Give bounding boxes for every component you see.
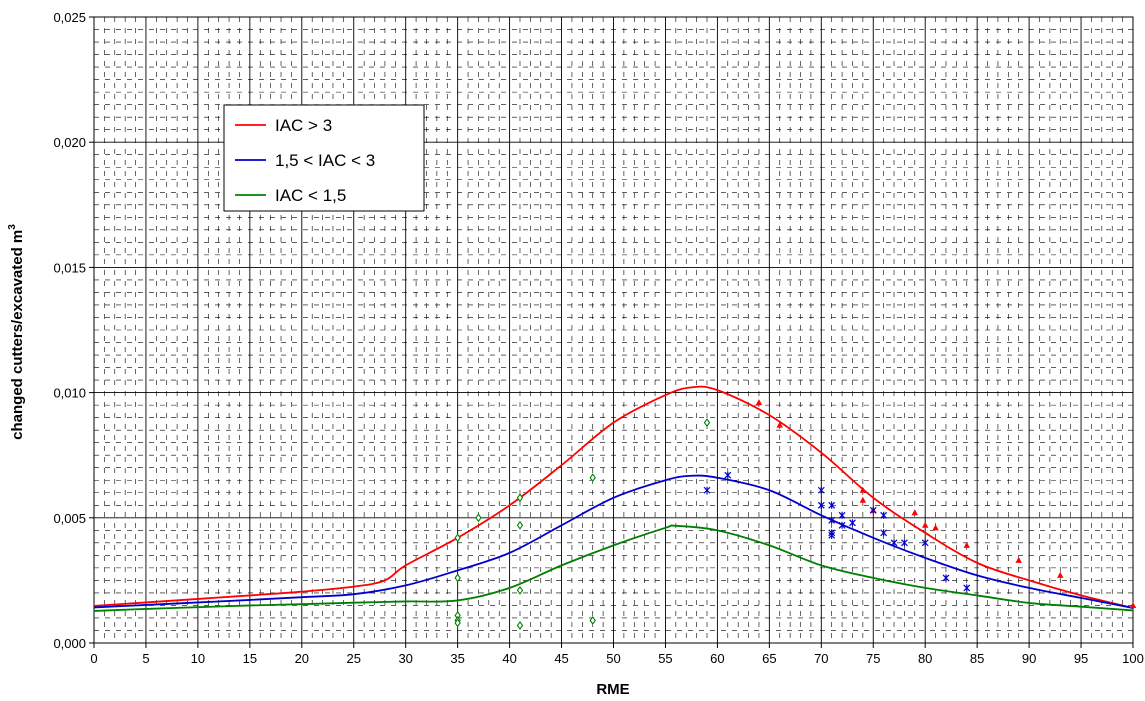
data-point-series-1 (838, 511, 846, 519)
x-axis-title: RME (596, 681, 629, 698)
y-axis-title-superscript: 3 (7, 224, 18, 230)
x-tick-label: 10 (191, 651, 205, 666)
y-axis-title-main: changed cutters/excavated m (9, 230, 26, 440)
data-point-series-1 (942, 574, 950, 582)
data-point-series-0 (859, 496, 867, 503)
x-tick-label: 15 (243, 651, 257, 666)
series-line-1 (93, 474, 1134, 609)
data-point-series-2 (589, 616, 596, 625)
trend-curves (93, 385, 1134, 612)
data-point-series-1 (921, 539, 929, 547)
data-point-series-1 (724, 471, 732, 479)
data-point-series-1 (890, 539, 898, 547)
data-point-series-0 (1015, 556, 1022, 563)
data-point-series-2 (454, 618, 461, 628)
x-tick-label: 55 (658, 651, 672, 666)
data-point-series-2 (516, 520, 524, 530)
series-line-2 (93, 524, 1134, 612)
x-tick-label: 25 (347, 651, 361, 666)
data-point-series-1 (849, 519, 856, 527)
y-axis: 0,000 0,005 0,010 0,015 0,020 0,025 (53, 10, 94, 651)
data-point-series-2 (516, 493, 524, 503)
x-tick-label: 100 (1122, 651, 1144, 666)
x-tick-label: 20 (295, 651, 309, 666)
data-point-series-0 (776, 421, 783, 428)
data-point-series-0 (922, 521, 929, 528)
data-point-series-1 (963, 584, 971, 592)
x-axis: 0 5 10 15 20 25 30 35 40 45 50 55 60 65 70 75 80 85 90 95 10… (90, 643, 1144, 666)
data-points (454, 399, 1137, 630)
data-point-series-2 (703, 418, 711, 428)
data-point-series-1 (817, 501, 825, 509)
data-point-series-2 (589, 473, 596, 483)
x-tick-label: 40 (502, 651, 516, 666)
data-point-series-2 (454, 573, 461, 583)
data-point-series-1 (880, 529, 888, 537)
y-tick-label: 0,010 (53, 386, 86, 401)
data-point-series-1 (880, 511, 888, 519)
x-tick-label: 30 (398, 651, 412, 666)
data-point-series-1 (703, 486, 711, 494)
x-tick-label: 80 (918, 651, 932, 666)
data-point-series-2 (454, 533, 461, 543)
x-tick-label: 45 (554, 651, 568, 666)
data-point-series-0 (932, 524, 939, 531)
legend-label-series-0: IAC > 3 (275, 116, 332, 135)
legend-label-series-1: 1,5 < IAC < 3 (275, 151, 375, 170)
x-tick-label: 35 (450, 651, 464, 666)
y-tick-label: 0,005 (53, 511, 86, 526)
data-point-series-1 (900, 539, 908, 547)
data-point-series-2 (516, 621, 524, 630)
y-axis-title: changed cutters/excavated m3 (7, 224, 26, 440)
data-point-series-2 (516, 585, 524, 595)
data-point-series-1 (828, 516, 836, 524)
legend-label-series-2: IAC < 1,5 (275, 186, 346, 205)
x-tick-label: 70 (814, 651, 828, 666)
data-point-series-1 (869, 506, 877, 514)
y-tick-label: 0,000 (53, 636, 86, 651)
x-tick-label: 65 (762, 651, 776, 666)
data-point-series-0 (859, 486, 867, 493)
series-line-0 (93, 385, 1134, 609)
data-point-series-2 (475, 513, 482, 523)
x-tick-label: 85 (970, 651, 984, 666)
x-tick-label: 5 (142, 651, 149, 666)
y-tick-label: 0,025 (53, 10, 86, 25)
x-tick-label: 95 (1074, 651, 1088, 666)
data-point-series-0 (755, 399, 763, 406)
data-point-series-1 (828, 531, 836, 539)
x-tick-label: 90 (1022, 651, 1036, 666)
data-point-series-0 (1129, 601, 1137, 608)
data-point-series-0 (1057, 571, 1064, 578)
x-tick-label: 75 (866, 651, 880, 666)
legend-box (223, 104, 425, 212)
x-tick-label: 50 (606, 651, 620, 666)
y-tick-label: 0,015 (53, 260, 86, 275)
data-point-series-0 (963, 541, 970, 548)
y-tick-label: 0,020 (53, 135, 86, 150)
x-tick-label: 60 (710, 651, 724, 666)
data-point-series-1 (838, 521, 846, 529)
x-tick-label: 0 (90, 651, 97, 666)
legend: IAC > 3 1,5 < IAC < 3 IAC < 1,5 (223, 104, 425, 212)
data-point-series-0 (911, 509, 919, 516)
data-point-series-1 (817, 486, 825, 494)
data-point-series-1 (828, 501, 836, 509)
